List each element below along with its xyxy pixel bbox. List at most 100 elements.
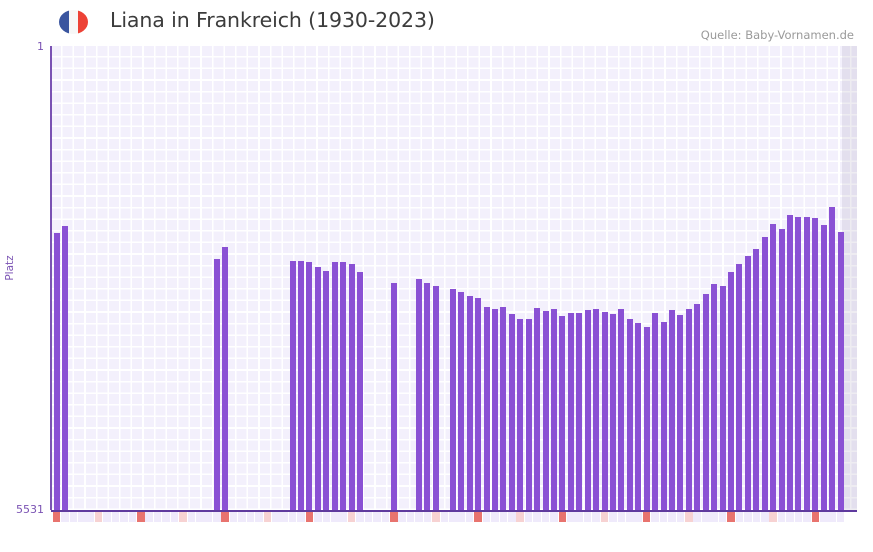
bar <box>652 312 659 510</box>
x-axis-tick <box>760 512 769 522</box>
bar <box>584 310 591 510</box>
x-axis-tick <box>668 512 676 522</box>
bar <box>475 298 482 510</box>
x-axis-tick-major <box>474 512 482 522</box>
bar <box>432 285 439 510</box>
x-axis-tick <box>432 512 440 522</box>
x-axis-tick <box>710 512 718 522</box>
bar <box>787 215 794 510</box>
x-axis-tick <box>297 512 305 522</box>
x-axis-tick <box>322 512 331 522</box>
x-axis-tick <box>676 512 685 522</box>
bar <box>61 226 68 510</box>
x-axis-tick <box>238 512 246 522</box>
x-axis-tick <box>499 512 508 522</box>
x-axis-tick <box>491 512 499 522</box>
x-axis-tick <box>229 512 238 522</box>
x-axis-tick-major <box>305 512 314 522</box>
bar <box>753 248 760 510</box>
x-axis-tick <box>288 512 297 522</box>
x-axis-tick <box>550 512 558 522</box>
x-axis-tick <box>364 512 373 522</box>
x-axis-tick <box>61 512 69 522</box>
y-axis-bottom-label: 5531 <box>16 503 44 516</box>
bar <box>761 237 768 510</box>
x-axis-tick <box>330 512 339 522</box>
y-axis-line <box>50 46 52 510</box>
x-axis-tick <box>508 512 516 522</box>
x-axis-tick <box>794 512 803 522</box>
x-axis-tick <box>145 512 154 522</box>
bar <box>508 314 515 510</box>
x-axis-tick <box>685 512 693 522</box>
bar <box>323 270 330 510</box>
bar <box>491 308 498 510</box>
x-axis-tick <box>246 512 255 522</box>
bar <box>770 223 777 510</box>
bar <box>466 295 473 510</box>
bar <box>719 285 726 510</box>
x-axis-tick <box>583 512 592 522</box>
bar <box>340 262 347 510</box>
bar <box>416 279 423 510</box>
bar <box>593 309 600 510</box>
x-axis-tick <box>836 512 845 522</box>
bar <box>635 322 642 510</box>
bar <box>778 228 785 510</box>
x-axis-tick <box>752 512 761 522</box>
x-axis-tick <box>120 512 128 522</box>
bar <box>500 306 507 510</box>
x-axis-tick <box>280 512 288 522</box>
bar <box>601 311 608 510</box>
x-axis-tick <box>567 512 575 522</box>
x-axis-tick <box>819 512 828 522</box>
bar <box>213 259 220 510</box>
x-axis-tick <box>524 512 533 522</box>
bar <box>576 312 583 510</box>
x-axis-tick <box>659 512 668 522</box>
x-axis-tick <box>626 512 634 522</box>
x-axis-tick <box>465 512 474 522</box>
x-axis-tick <box>153 512 162 522</box>
x-axis-tick <box>777 512 786 522</box>
x-axis-tick <box>786 512 794 522</box>
x-axis-tick <box>347 512 356 522</box>
x-axis-tick <box>255 512 263 522</box>
bar <box>483 306 490 510</box>
bar <box>677 315 684 510</box>
x-axis-tick <box>187 512 196 522</box>
x-axis-tick <box>381 512 390 522</box>
x-axis-tick <box>170 512 179 522</box>
bar <box>837 232 844 510</box>
x-axis-tick <box>718 512 727 522</box>
x-axis-tick <box>103 512 111 522</box>
y-axis-title: Platz <box>4 255 16 281</box>
bar <box>812 217 819 510</box>
x-axis-labels <box>0 524 873 548</box>
plot-area <box>51 46 857 510</box>
x-axis-tick-major <box>558 512 567 522</box>
x-axis-tick <box>609 512 617 522</box>
x-axis-tick-major <box>52 512 61 522</box>
bar <box>289 260 296 510</box>
x-axis-tick <box>212 512 221 522</box>
chart-header: Liana in Frankreich (1930-2023) Quelle: … <box>0 0 873 44</box>
bar <box>567 312 574 510</box>
bar <box>458 291 465 510</box>
x-axis-tick-major <box>389 512 398 522</box>
x-axis-tick <box>314 512 322 522</box>
x-axis-tick-major <box>137 512 145 522</box>
x-axis-tick <box>162 512 170 522</box>
x-axis-tick <box>634 512 643 522</box>
x-axis-tick <box>448 512 457 522</box>
x-axis-tick-major <box>221 512 229 522</box>
x-axis-tick <box>356 512 364 522</box>
bar <box>550 308 557 510</box>
x-axis-tick <box>196 512 204 522</box>
bar <box>53 233 60 510</box>
x-axis-tick <box>617 512 626 522</box>
x-axis-tick <box>415 512 423 522</box>
x-axis-tick <box>423 512 432 522</box>
bar <box>525 318 532 510</box>
